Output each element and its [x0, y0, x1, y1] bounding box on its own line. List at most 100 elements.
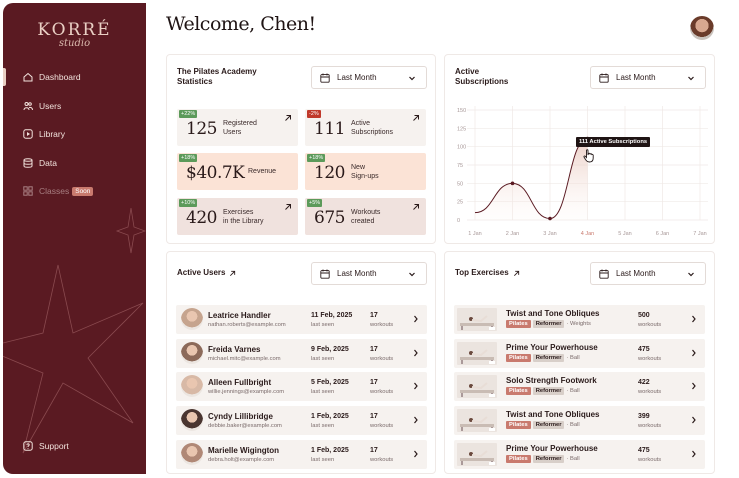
table-row[interactable]: Cyndy Lillibridge debbie.baker@example.co…	[176, 406, 427, 436]
sidebar-item-label: Dashboard	[39, 72, 81, 83]
chart-period-dropdown[interactable]: Last Month	[590, 66, 706, 89]
workout-unit: workouts	[638, 389, 662, 396]
stat-value: 420	[186, 208, 217, 228]
last-seen-date: 5 Feb, 2025	[311, 379, 349, 387]
stat-tile[interactable]: +5% 675 Workouts created	[305, 198, 426, 235]
top-exercises-title-wrap[interactable]: Top Exercises	[455, 268, 520, 278]
stat-label: Registered Users	[223, 120, 257, 137]
stat-tile: +18% $40.7K Revenue	[177, 153, 298, 190]
last-seen-label: last seen	[311, 322, 335, 328]
chevron-right-icon[interactable]	[690, 315, 697, 323]
table-row[interactable]: Leatrice Handler nathan.roberts@example.c…	[176, 305, 427, 334]
list-item[interactable]: Prime Your Powerhouse Pilates Reformer · Ba…	[454, 439, 705, 469]
sidebar-item-label: Data	[39, 157, 57, 168]
chevron-right-icon[interactable]	[412, 349, 419, 357]
active-users-title-wrap[interactable]: Active Users	[177, 268, 236, 278]
stat-value: $40.7K	[186, 163, 245, 183]
workout-unit: workouts	[638, 355, 662, 362]
sidebar: KORRÉ studio Dashboard Users Library Dat…	[3, 3, 146, 474]
stat-tile[interactable]: +10% 420 Exercises in the Library	[177, 198, 298, 235]
stats-card-title: The Pilates Academy Statistics	[177, 67, 257, 86]
chevron-right-icon[interactable]	[412, 450, 419, 458]
avatar	[181, 341, 203, 364]
exercise-tags: Pilates Reformer · Ball	[506, 387, 580, 396]
page-title: Welcome, Chen!	[166, 13, 316, 35]
chevron-down-icon	[688, 272, 694, 277]
workout-count: 422	[638, 379, 650, 387]
user-avatar[interactable]	[690, 16, 714, 40]
sidebar-item-dashboard[interactable]: Dashboard	[3, 63, 146, 92]
table-row[interactable]: Freida Varnes michael.mitc@example.com 9 F…	[176, 338, 427, 368]
arrow-up-right-icon	[285, 204, 291, 210]
user-email: willie.jennings@example.com	[208, 389, 285, 396]
calendar-icon	[320, 269, 330, 279]
stat-label: Workouts created	[351, 209, 381, 226]
stat-label: Active Subscriptions	[351, 120, 394, 137]
soon-badge: Soon	[72, 186, 94, 196]
stat-change-badge: +5%	[307, 199, 323, 207]
home-icon	[23, 73, 33, 82]
logo[interactable]: KORRÉ studio	[3, 20, 146, 49]
chevron-right-icon[interactable]	[690, 349, 697, 357]
exercise-name: Twist and Tone Obliques	[506, 410, 600, 420]
chevron-right-icon[interactable]	[690, 450, 697, 458]
tag-extra: · Ball	[566, 422, 580, 429]
chevron-right-icon[interactable]	[412, 382, 419, 390]
exercise-tags: Pilates Reformer · Ball	[506, 421, 580, 430]
list-item[interactable]: Solo Strength Footwork Pilates Reformer · B…	[454, 372, 705, 402]
stat-label: Exercises in the Library	[223, 209, 264, 226]
last-seen-date: 1 Feb, 2025	[311, 446, 349, 454]
workout-unit: workouts	[370, 423, 394, 430]
calendar-icon	[320, 73, 330, 83]
table-row[interactable]: Alleen Fullbright willie.jennings@example…	[176, 372, 427, 402]
stat-value: 675	[314, 208, 345, 228]
arrow-up-right-icon	[513, 270, 519, 276]
tag-category: Pilates	[506, 320, 531, 328]
avatar	[181, 308, 203, 330]
chevron-right-icon[interactable]	[690, 416, 697, 424]
exercise-thumbnail	[457, 308, 497, 331]
workout-unit: workouts	[370, 355, 394, 362]
stat-tile[interactable]: -2% 111 Active Subscriptions	[305, 109, 426, 146]
exercises-period-dropdown[interactable]: Last Month	[590, 262, 706, 285]
users-period-dropdown[interactable]: Last Month	[311, 262, 427, 285]
workout-count: 17	[370, 345, 378, 353]
stats-period-dropdown[interactable]: Last Month	[311, 66, 427, 89]
last-seen-date: 9 Feb, 2025	[311, 345, 349, 353]
chevron-right-icon[interactable]	[412, 416, 419, 424]
chevron-right-icon[interactable]	[690, 382, 697, 390]
exercise-thumbnail	[457, 442, 497, 466]
stat-change-badge: +18%	[307, 154, 326, 162]
arrow-up-right-icon	[230, 270, 236, 276]
stat-change-badge: +22%	[179, 110, 198, 118]
list-item[interactable]: Twist and Tone Obliques Pilates Reformer · …	[454, 406, 705, 436]
stat-label: Revenue	[248, 168, 277, 175]
stat-tile[interactable]: +22% 125 Registered Users	[177, 109, 298, 146]
tag-category: Pilates	[506, 353, 531, 362]
starburst-decoration	[3, 207, 146, 454]
user-email: nathan.roberts@example.com	[208, 322, 286, 328]
sidebar-item-classes[interactable]: Classes Soon	[3, 177, 146, 206]
chevron-right-icon[interactable]	[412, 315, 419, 323]
workout-count: 17	[370, 312, 378, 319]
sidebar-item-library[interactable]: Library	[3, 120, 146, 149]
last-seen-label: last seen	[311, 456, 335, 463]
tag-category: Pilates	[506, 421, 531, 430]
exercise-name: Solo Strength Footwork	[506, 376, 597, 386]
logo-sub: studio	[58, 38, 91, 49]
tag-extra: · Weights	[566, 321, 591, 327]
sidebar-item-users[interactable]: Users	[3, 92, 146, 121]
support-link[interactable]: Support	[23, 441, 69, 451]
stat-change-badge: +18%	[179, 154, 198, 162]
table-row[interactable]: Marielle Wigington debra.holt@example.com…	[176, 439, 427, 469]
dropdown-value: Last Month	[616, 73, 656, 82]
sidebar-item-label: Library	[39, 129, 65, 140]
last-seen-label: last seen	[311, 355, 335, 362]
list-item[interactable]: Prime Your Powerhouse Pilates Reformer · Ba…	[454, 338, 705, 368]
workout-unit: workouts	[370, 456, 394, 463]
list-item[interactable]: Twist and Tone Obliques Pilates Reformer · …	[454, 305, 705, 334]
sidebar-item-data[interactable]: Data	[3, 149, 146, 178]
tag-extra: · Ball	[566, 388, 580, 395]
stat-change-badge: -2%	[307, 110, 321, 118]
logo-brand: KORRÉ	[37, 20, 112, 40]
